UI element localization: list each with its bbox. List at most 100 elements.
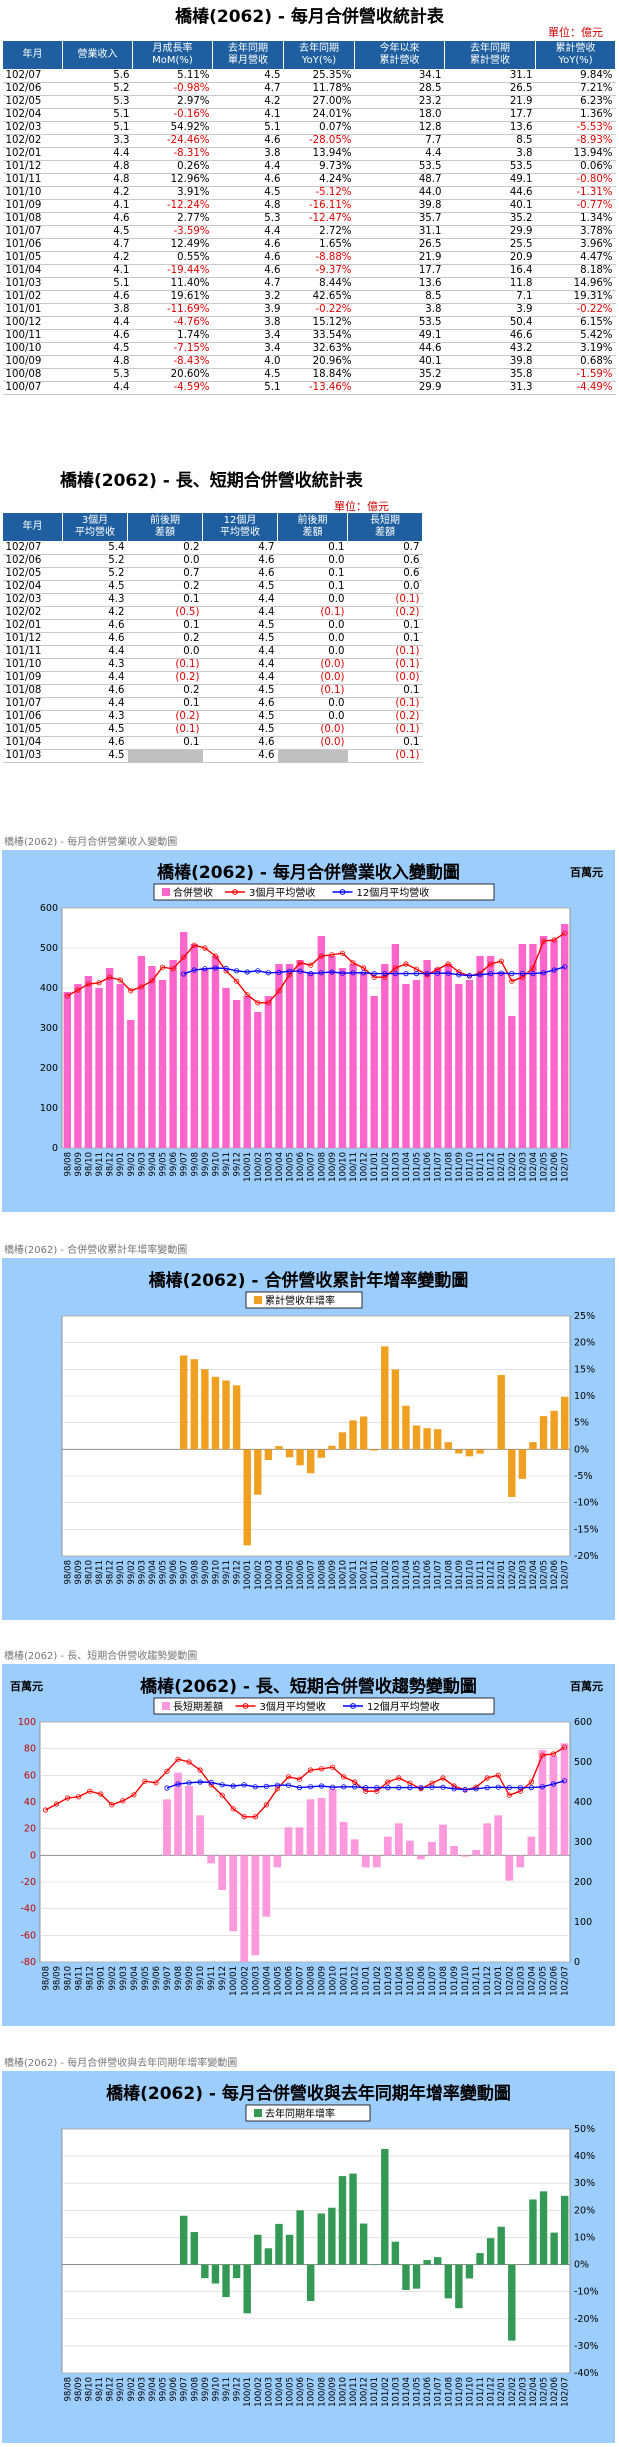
x-tick-label: 101/05 [413,1152,423,1182]
x-tick-label: 101/10 [465,1560,475,1590]
table-cell: -12.47% [284,213,355,226]
table-cell: -0.16% [133,109,213,122]
x-tick-label: 99/05 [159,2377,169,2402]
table-cell: 5.2 [63,555,128,568]
table-cell: -0.98% [133,83,213,96]
table-cell: 1.34% [536,213,616,226]
bar [229,1855,237,1931]
x-tick-label: 100/04 [275,1560,285,1590]
x-tick-label: 101/01 [370,1152,380,1182]
y-tick-label: -80 [20,1957,36,1968]
y-tick-label: 30% [574,2178,595,2189]
bar [222,1381,229,1450]
table-cell: 4.4 [63,672,128,685]
y-tick-label: 200 [40,1063,58,1074]
bar [381,1346,388,1449]
table-cell: 101/07 [3,226,63,239]
bar [240,1855,248,1962]
table-cell: 4.6 [63,213,133,226]
table-cell: 46.6 [445,330,536,343]
table-cell: 4.4 [203,659,278,672]
table-cell: 44.6 [445,187,536,200]
longshort-table-title: 橋椿(2062) - 長、短期合併營收統計表 [0,466,619,491]
table-cell: (0.1) [348,724,423,737]
table-cell: (0.2) [128,672,203,685]
x-tick-label: 100/10 [338,2377,348,2407]
bar [222,2265,229,2298]
table-cell: -4.49% [536,382,616,395]
table-cell: 4.2 [213,96,284,109]
table-cell: 17.7 [355,265,445,278]
x-tick-label: 99/06 [169,1560,179,1585]
table-cell: 101/08 [3,685,63,698]
x-tick-label: 100/09 [318,1966,328,1996]
bar [222,988,229,1148]
x-tick-label: 99/04 [130,1966,140,1991]
col-header: 營業收入 [63,41,133,70]
table-cell: 53.5 [355,161,445,174]
bar [265,996,272,1148]
bar [508,2265,515,2341]
table-cell: 0.2 [128,685,203,698]
table-cell: 101/04 [3,737,63,750]
table-cell: 4.6 [213,239,284,252]
table-cell: 20.9 [445,252,536,265]
table-cell: 4.4 [203,646,278,659]
chart-title: 橋椿(2062) - 長、短期合併營收趨勢變動圖 [140,1676,477,1697]
bar [64,992,71,1148]
x-tick-label: 99/05 [159,1560,169,1585]
table-cell: 13.94% [536,148,616,161]
table-cell: 4.1 [63,265,133,278]
x-tick-label: 101/09 [455,1152,465,1182]
table-cell: 33.54% [284,330,355,343]
x-tick-label: 100/09 [328,2377,338,2407]
table-cell: 0.1 [278,581,348,594]
table-cell: 0.2 [128,542,203,555]
table-cell: 29.9 [445,226,536,239]
unit-label: 百萬元 [570,1679,603,1693]
x-tick-label: 102/02 [508,1152,518,1182]
x-tick-label: 102/05 [540,1152,550,1182]
table-cell: 27.00% [284,96,355,109]
x-tick-label: 101/05 [413,2377,423,2407]
x-tick-label: 99/03 [137,1152,147,1177]
table-cell: 4.6 [63,633,128,646]
table-cell: -11.69% [133,304,213,317]
bar [244,2265,251,2314]
table-cell: 4.6 [203,698,278,711]
legend-label: 合併營收 [173,886,213,899]
table-cell: -0.22% [284,304,355,317]
bar [265,2248,272,2264]
y-tick-label: 20% [574,2205,595,2216]
x-tick-label: 99/04 [148,1560,158,1585]
x-tick-label: 100/09 [328,1152,338,1182]
x-tick-label: 100/03 [264,1560,274,1590]
table-cell: 4.4 [63,317,133,330]
table-cell: 44.0 [355,187,445,200]
x-tick-label: 98/09 [74,1560,84,1585]
bar [318,1449,325,1457]
x-tick-label: 100/06 [296,1152,306,1182]
table-cell: 5.1 [63,278,133,291]
bar [275,1446,282,1449]
x-tick-label: 100/07 [307,1560,317,1590]
table-cell: 102/05 [3,96,63,109]
x-tick-label: 102/05 [540,1560,550,1590]
table-cell: 9.84% [536,70,616,83]
x-tick-label: 99/07 [180,1152,190,1177]
table-cell: 0.55% [133,252,213,265]
bar [498,1375,505,1449]
table-cell: 4.4 [203,594,278,607]
bar [307,1449,314,1473]
x-tick-label: 98/09 [74,1152,84,1177]
x-tick-label: 101/11 [476,1560,486,1590]
table-cell: 102/03 [3,122,63,135]
monthly-revenue-table: 年月營業收入月成長率 MoM(%)去年同期 單月營收去年同期 YoY(%)今年以… [2,40,616,395]
table-cell: 8.5 [445,135,536,148]
